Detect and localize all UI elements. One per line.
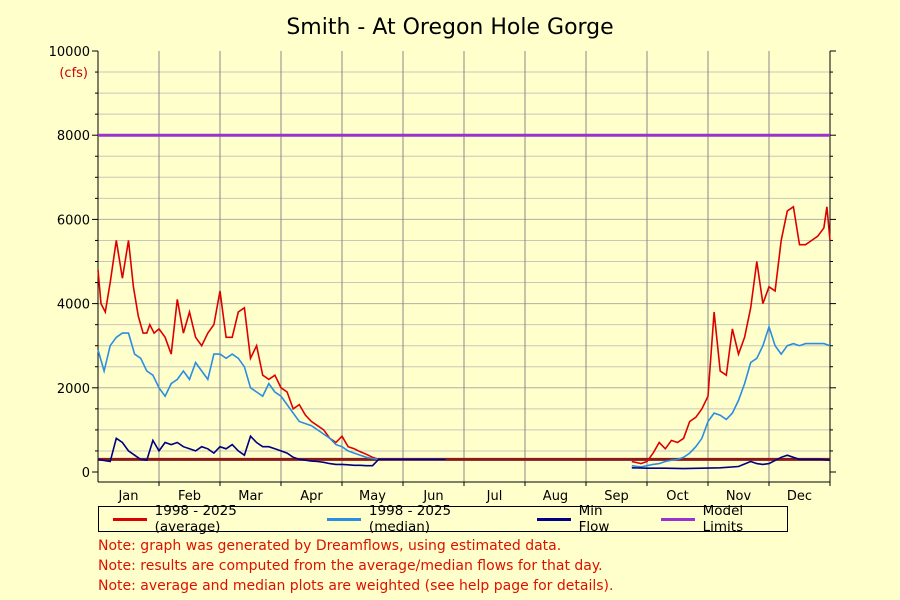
median-line bbox=[97, 332, 446, 461]
legend-swatch-median bbox=[327, 517, 361, 521]
y-tick-label: 6000 bbox=[57, 213, 90, 228]
chart-title: Smith - At Oregon Hole Gorge bbox=[286, 15, 613, 40]
note-line: Note: results are computed from the aver… bbox=[98, 558, 603, 574]
grid bbox=[98, 51, 830, 482]
legend-item-median: 1998 - 2025 (median) bbox=[327, 503, 515, 535]
y-tick-label: 8000 bbox=[57, 129, 90, 144]
x-tick-label: Dec bbox=[787, 489, 812, 504]
x-tick-label: Nov bbox=[726, 489, 752, 504]
note-line: Note: graph was generated by Dreamflows,… bbox=[98, 538, 562, 554]
average-line bbox=[631, 205, 831, 465]
legend-item-average: 1998 - 2025 (average) bbox=[113, 503, 305, 535]
legend-label-model-limits: Model Limits bbox=[702, 503, 744, 535]
y-tick-label: 0 bbox=[82, 466, 90, 481]
note-line: Note: average and median plots are weigh… bbox=[98, 578, 614, 594]
x-tick-label: Apr bbox=[300, 489, 323, 504]
legend-swatch-average bbox=[113, 517, 147, 521]
x-tick-label: Jan bbox=[117, 489, 138, 504]
axes: 0 2000 4000 6000 8000 10000 Jan Feb Mar Apr May Jun… bbox=[49, 45, 836, 504]
x-tick-label: Jul bbox=[486, 489, 503, 504]
x-tick-label: May bbox=[359, 489, 386, 504]
legend-label-average: 1998 - 2025 (average) bbox=[154, 503, 237, 535]
y-tick-label: 10000 bbox=[49, 45, 90, 60]
x-tick-label: Aug bbox=[543, 489, 568, 504]
legend-swatch-model-limits bbox=[660, 517, 695, 521]
legend: 1998 - 2025 (average) 1998 - 2025 (media… bbox=[98, 503, 788, 535]
x-tick-label: Jun bbox=[422, 489, 443, 504]
x-tick-label: Oct bbox=[666, 489, 688, 504]
y-tick-label: 2000 bbox=[57, 382, 90, 397]
y-unit-label: (cfs) bbox=[59, 66, 88, 81]
min-flow-line bbox=[631, 454, 831, 470]
x-tick-label: Mar bbox=[238, 489, 263, 504]
legend-swatch-min-flow bbox=[536, 517, 571, 521]
average-line bbox=[97, 240, 446, 461]
legend-label-min-flow: Min Flow bbox=[578, 503, 610, 535]
notes: Note: graph was generated by Dreamflows,… bbox=[98, 536, 613, 596]
median-line bbox=[631, 324, 831, 468]
series-layer bbox=[97, 133, 831, 470]
legend-label-median: 1998 - 2025 (median) bbox=[368, 503, 452, 535]
x-tick-label: Sep bbox=[604, 489, 629, 504]
legend-item-min-flow: Min Flow bbox=[536, 503, 637, 535]
legend-item-model-limits: Model Limits bbox=[660, 503, 787, 535]
x-tick-label: Feb bbox=[178, 489, 201, 504]
min-flow-line bbox=[97, 434, 446, 467]
y-tick-label: 4000 bbox=[57, 298, 90, 313]
